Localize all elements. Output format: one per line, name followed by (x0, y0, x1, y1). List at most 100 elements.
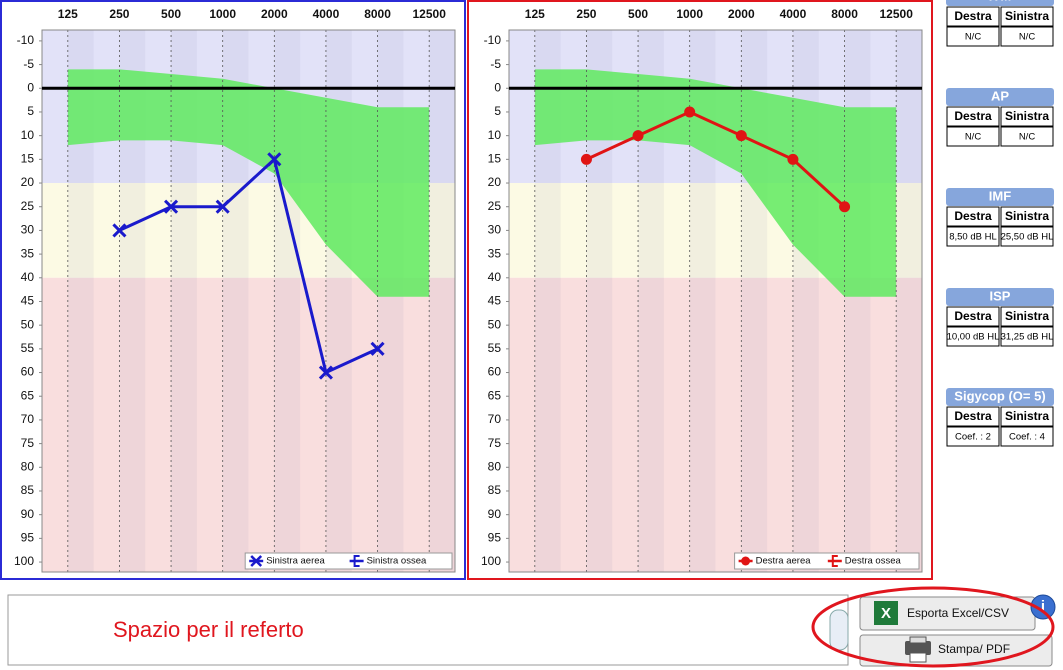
point-marker (370, 341, 385, 356)
y-tick-label: 0 (27, 80, 34, 94)
panel-value-cell (1000, 226, 1054, 247)
point-marker (632, 130, 644, 142)
column-stripe (429, 30, 455, 572)
y-tick-label: 80 (21, 459, 35, 473)
excel-icon-x: X (881, 605, 891, 622)
y-tick-label: 35 (488, 246, 502, 260)
legend-label: Destra ossea (845, 556, 902, 567)
panel-value: Coef. : 4 (1009, 432, 1045, 443)
y-tick-label: 45 (488, 294, 502, 308)
point-marker (267, 152, 282, 167)
x-tick-label: 1000 (209, 7, 236, 21)
panel-value-cell (1000, 26, 1054, 47)
legend-box (734, 552, 920, 570)
y-tick-label: 15 (488, 152, 502, 166)
y-tick-label: 30 (488, 223, 502, 237)
series-line (585, 110, 846, 208)
panel-header: Destra (954, 9, 992, 23)
panel-header: Sinistra (1005, 309, 1049, 323)
panel-title: ITM (989, 0, 1011, 3)
panel-value-cell (1000, 126, 1054, 147)
y-tick-label: 70 (21, 412, 35, 426)
y-tick-label: 90 (488, 507, 502, 521)
panel-header: Sinistra (1005, 9, 1049, 23)
y-tick-label: 25 (21, 199, 35, 213)
point-marker (787, 153, 799, 165)
panel-title: IMF (989, 188, 1011, 203)
panel-title-bar (946, 188, 1054, 206)
y-tick-label: 5 (27, 104, 34, 118)
panel-header-cell (1000, 106, 1054, 127)
x-tick-label: 8000 (831, 7, 858, 21)
panel-value: N/C (965, 132, 982, 143)
panel-title-bar (946, 0, 1054, 6)
x-tick-label: 500 (628, 7, 648, 21)
column-stripe (896, 30, 922, 572)
scroll-handle[interactable] (829, 609, 849, 651)
panel-header-cell (946, 6, 1000, 27)
info-icon-i: i (1041, 598, 1045, 615)
y-tick-label: 20 (21, 175, 35, 189)
y-tick-label: 85 (21, 483, 35, 497)
excel-icon (874, 601, 898, 625)
legend-marker (353, 555, 360, 567)
panel-header: Sinistra (1005, 109, 1049, 123)
panel-header-cell (1000, 306, 1054, 327)
x-tick-label: 250 (576, 7, 596, 21)
printer-out (909, 652, 927, 663)
highlight-ellipse (811, 586, 1055, 668)
panel-title: AP (991, 88, 1009, 103)
y-tick-label: 60 (488, 365, 502, 379)
y-tick-label: 100 (481, 554, 501, 568)
printer-paper (909, 636, 927, 644)
panel-value-cell (946, 126, 1000, 147)
y-tick-label: -5 (490, 57, 501, 71)
panel-title: Sigycop (O= 5) (954, 388, 1045, 403)
zone (42, 277, 455, 572)
y-tick-label: 5 (494, 104, 501, 118)
y-tick-label: 85 (488, 483, 502, 497)
x-tick-label: 125 (58, 7, 78, 21)
panel-title-bar (946, 288, 1054, 306)
y-tick-label: 10 (21, 128, 35, 142)
y-tick-label: 80 (488, 459, 502, 473)
panel-value-cell (1000, 326, 1054, 347)
legend-marker (250, 555, 263, 567)
y-tick-label: 95 (21, 531, 35, 545)
point-marker (839, 201, 851, 213)
panel-value: N/C (1019, 132, 1036, 143)
legend-label: Sinistra ossea (367, 556, 427, 567)
panel-value-cell (1000, 426, 1054, 447)
y-tick-label: 50 (21, 317, 35, 331)
panel-value: 31,25 dB HL (1001, 332, 1054, 343)
panel-header-cell (946, 206, 1000, 227)
panel-value: Coef. : 2 (955, 432, 991, 443)
y-tick-label: 10 (488, 128, 502, 142)
y-tick-label: 65 (21, 388, 35, 402)
panel-title-bar (946, 388, 1054, 406)
panel-header: Destra (954, 209, 992, 223)
zone (509, 277, 922, 572)
y-tick-label: 50 (488, 317, 502, 331)
report-box[interactable] (7, 594, 849, 666)
point-marker (215, 199, 230, 214)
y-tick-label: 35 (21, 246, 35, 260)
panel-value-cell (946, 226, 1000, 247)
y-tick-label: 0 (494, 80, 501, 94)
panel-title-bar (946, 88, 1054, 106)
pdf-button-label: Stampa/ PDF (938, 642, 1010, 656)
x-tick-label: 4000 (313, 7, 340, 21)
x-tick-label: 8000 (364, 7, 391, 21)
panel-header-cell (1000, 6, 1054, 27)
y-tick-label: 100 (14, 554, 34, 568)
panel-value: N/C (1019, 32, 1036, 43)
panel-header-cell (946, 406, 1000, 427)
printer-icon (905, 641, 931, 655)
normal-band (67, 69, 430, 297)
y-tick-label: 25 (488, 199, 502, 213)
x-tick-label: 4000 (780, 7, 807, 21)
panel-value-cell (946, 326, 1000, 347)
info-icon[interactable] (1030, 594, 1056, 620)
x-tick-label: 12500 (413, 7, 447, 21)
